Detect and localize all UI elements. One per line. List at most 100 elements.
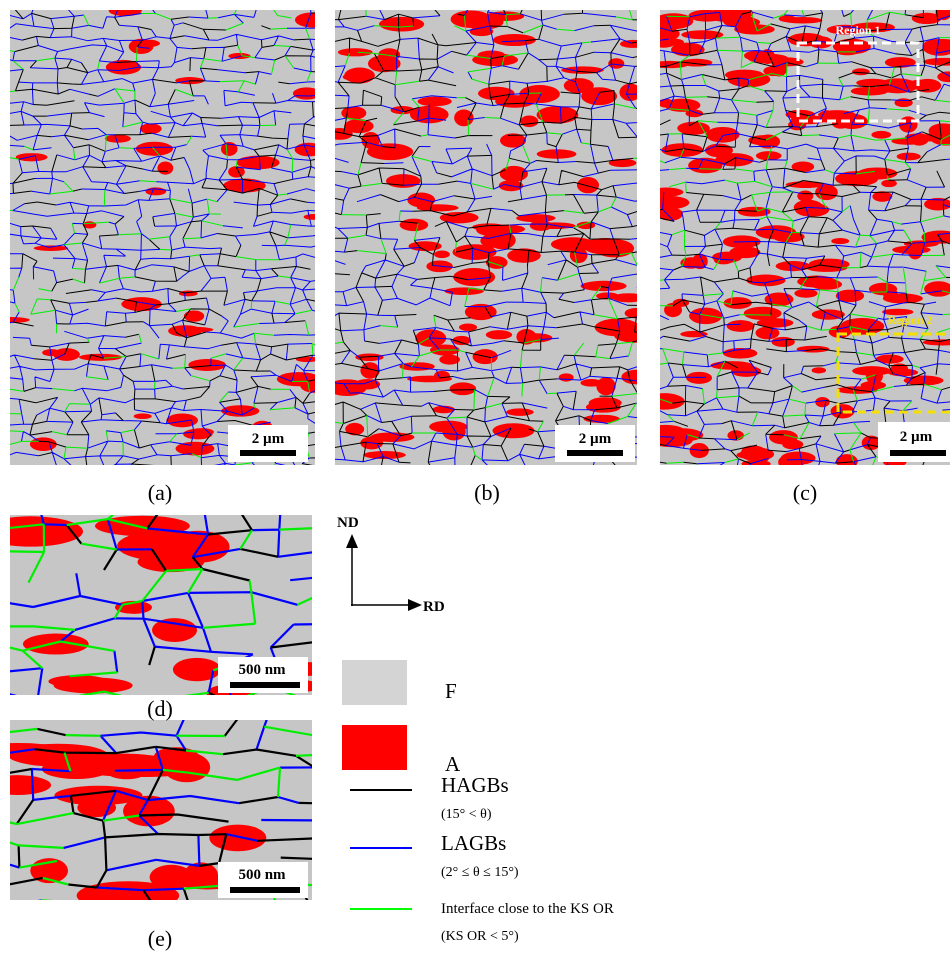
austenite-grain [54, 785, 143, 806]
scale-bar: 500 nm [218, 862, 308, 898]
austenite-grain [783, 17, 823, 24]
austenite-grain [681, 30, 724, 40]
austenite-grain [183, 862, 219, 888]
austenite-grain [42, 349, 62, 357]
austenite-grain [228, 166, 245, 178]
scale-text: 2 µm [252, 431, 285, 447]
austenite-grain [743, 306, 782, 321]
austenite-grain [680, 257, 702, 269]
austenite-grain [909, 133, 929, 146]
austenite-grain [345, 422, 365, 436]
austenite-grain [429, 420, 468, 433]
austenite-grain [660, 424, 685, 437]
ebsd-map [660, 10, 950, 465]
austenite-grain [453, 268, 496, 287]
austenite-grain [661, 143, 704, 157]
austenite-grain [791, 161, 815, 173]
austenite-grain [10, 743, 109, 767]
austenite-grain [133, 413, 152, 420]
austenite-grain [689, 307, 723, 325]
scale-text: 2 µm [900, 429, 933, 445]
austenite-grain [399, 362, 435, 371]
austenite-grain [660, 195, 690, 210]
grain-boundary [10, 720, 312, 900]
austenite-grain [670, 42, 705, 57]
panel-label: (e) [148, 926, 172, 951]
austenite-grain [485, 330, 513, 340]
austenite-grain [105, 59, 142, 75]
austenite-grain [723, 297, 752, 309]
austenite-grain [492, 34, 536, 47]
legend-label: A [445, 752, 461, 776]
austenite-grain [621, 369, 637, 385]
region-label: Region 2 [888, 313, 933, 327]
austenite-grain [221, 405, 260, 417]
austenite-grain [569, 247, 588, 264]
grain-boundary [65, 515, 312, 695]
austenite-grain [172, 657, 221, 682]
austenite-grain [294, 142, 315, 157]
arrow-head [346, 534, 358, 548]
grain-boundary [10, 10, 315, 465]
austenite-grain [22, 633, 89, 655]
austenite-grain [871, 130, 892, 139]
austenite-grain [292, 87, 315, 100]
axes-indicator: ND RD [337, 515, 445, 615]
austenite-grain [580, 379, 603, 387]
austenite-grain [139, 123, 162, 135]
legend-note: (KS OR < 5°) [441, 929, 519, 944]
austenite-grain [911, 12, 942, 25]
grain-boundary [10, 720, 312, 900]
austenite-grain [518, 333, 553, 343]
austenite-grain [840, 317, 885, 335]
legend-label: LAGBs [441, 831, 506, 855]
austenite-grain [536, 149, 577, 159]
austenite-grain [454, 109, 474, 127]
austenite-grain [452, 335, 471, 346]
austenite-grain [236, 155, 280, 170]
austenite-grain [10, 775, 52, 795]
austenite-grain [344, 119, 374, 134]
austenite-grain [705, 126, 740, 143]
austenite-grain [907, 244, 923, 260]
legend-label: Interface close to the KS OR [441, 901, 614, 917]
austenite-grain [818, 110, 836, 123]
austenite-grain [366, 143, 414, 161]
grain-boundary [10, 515, 312, 695]
region-label: Region 1 [836, 23, 881, 37]
austenite-grain [619, 39, 637, 48]
austenite-grain [872, 191, 893, 202]
austenite-grain [506, 408, 534, 416]
austenite-grain [831, 237, 850, 245]
grain-boundary [335, 10, 637, 465]
austenite-grain [835, 289, 865, 303]
austenite-grain [741, 445, 765, 456]
austenite-grain [660, 26, 680, 42]
austenite-grain [680, 330, 708, 338]
austenite-grain [519, 85, 560, 104]
austenite-grain [896, 152, 921, 161]
austenite-grain [811, 367, 827, 374]
scale-bar: 500 nm [218, 657, 308, 693]
austenite-grain [337, 48, 373, 57]
austenite-grain [416, 204, 459, 212]
legend-swatch [342, 660, 407, 705]
scale-line [890, 450, 946, 456]
austenite-grain [771, 336, 795, 348]
austenite-grain [835, 171, 879, 187]
austenite-grain [881, 308, 914, 316]
austenite-grain [166, 413, 198, 428]
austenite-grain [439, 354, 460, 365]
legend-label: HAGBs [441, 773, 509, 797]
austenite-grain [53, 677, 133, 694]
austenite-grain [797, 190, 814, 202]
austenite-grain [780, 451, 816, 465]
austenite-grain [520, 115, 539, 128]
axis-label: RD [423, 599, 445, 615]
grain-boundary [660, 10, 950, 465]
austenite-grain [710, 361, 754, 370]
region-box [796, 41, 920, 123]
austenite-grain [875, 354, 904, 364]
austenite-grain [188, 358, 227, 371]
